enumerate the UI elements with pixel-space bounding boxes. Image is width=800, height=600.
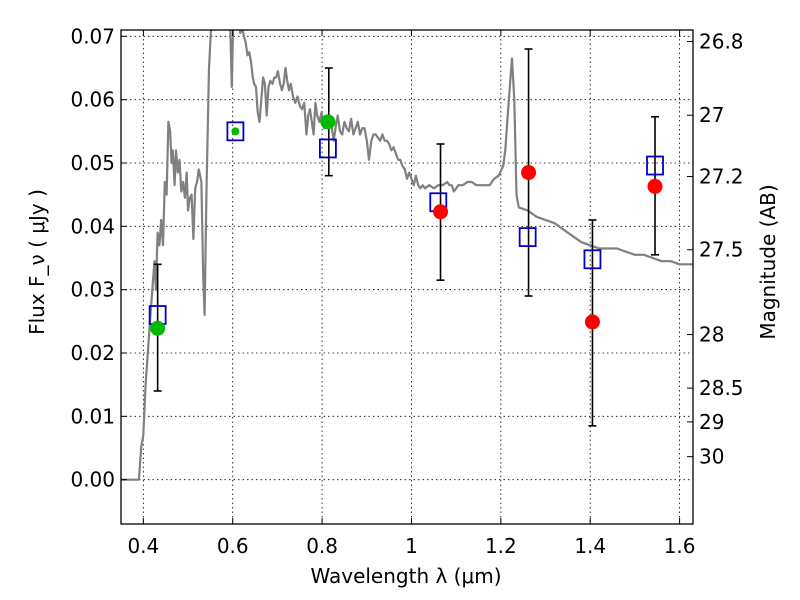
y2-tick-label: 27.5: [699, 238, 744, 262]
y2-tick-label: 28.5: [699, 376, 744, 400]
plot-frame: [120, 29, 694, 525]
y2-tick-label: 27.2: [699, 165, 744, 189]
x-tick-label: 0.8: [306, 534, 338, 558]
x-tick-label: 0.6: [217, 534, 249, 558]
axis-ticks: 0.4 0.6 0.8 1 1.2 1.4 1.6 0.00 0.01 0.02 0.03 0.04 0…: [70, 24, 743, 558]
model-square: [583, 249, 602, 270]
y-tick-label: 0.00: [70, 468, 115, 492]
red-data-point: [584, 314, 600, 330]
x-tick-label: 1.2: [485, 534, 517, 558]
detection-point: [231, 127, 240, 136]
y2-axis-label: Magnitude (AB): [756, 184, 780, 339]
y-tick-label: 0.03: [70, 278, 115, 302]
x-tick-label: 1.4: [574, 534, 606, 558]
y2-tick-label: 28: [699, 323, 724, 347]
detection-point: [320, 114, 336, 130]
plot-area: [121, 30, 693, 481]
red-data-point: [433, 204, 449, 220]
observed-photometry-markers: [150, 114, 663, 336]
detection-point: [150, 320, 166, 336]
y2-tick-label: 27: [699, 103, 724, 127]
y-tick-label: 0.01: [70, 404, 115, 428]
error-bars: [153, 48, 660, 427]
model-square: [646, 155, 664, 176]
x-tick-label: 0.4: [127, 534, 159, 558]
model-photometry-markers: [148, 121, 664, 325]
y-tick-label: 0.06: [70, 88, 115, 112]
y2-tick-label: 26.8: [699, 30, 744, 54]
y2-tick-label: 29: [699, 410, 724, 434]
y-tick-label: 0.07: [70, 24, 115, 48]
sed-curve: [121, 30, 693, 481]
red-data-point: [647, 178, 663, 194]
red-data-point: [521, 165, 537, 180]
model-square: [226, 121, 245, 142]
model-square: [319, 138, 337, 159]
y-tick-label: 0.02: [70, 341, 115, 365]
model-square: [518, 227, 537, 248]
x-tick-label: 1: [405, 534, 418, 558]
x-axis-label: Wavelength λ (μm): [310, 564, 501, 588]
y-axis-label: Flux F_ν ( μJy ): [25, 189, 49, 335]
y2-tick-label: 30: [699, 445, 724, 469]
sed-model-curve: [121, 30, 693, 481]
y-tick-label: 0.04: [70, 214, 115, 238]
grid-lines: [121, 30, 693, 524]
y-tick-label: 0.05: [70, 151, 115, 175]
x-tick-label: 1.6: [664, 534, 696, 558]
